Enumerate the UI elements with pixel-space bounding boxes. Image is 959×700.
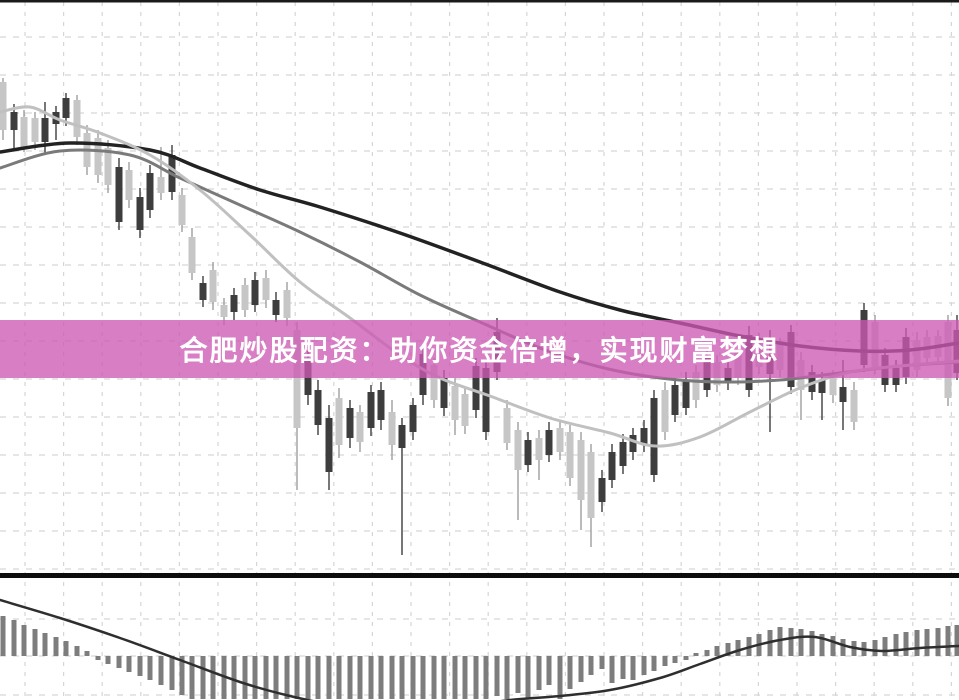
candles (0, 78, 959, 555)
panel-divider (0, 573, 959, 578)
ma-mid-gray (0, 148, 959, 384)
top-border (0, 0, 959, 3)
promo-banner: 合肥炒股配资：助你资金倍增，实现财富梦想 (0, 320, 959, 378)
macd-histogram (0, 616, 959, 699)
promo-banner-text: 合肥炒股配资：助你资金倍增，实现财富梦想 (179, 335, 780, 366)
macd-signal-line (0, 598, 959, 700)
